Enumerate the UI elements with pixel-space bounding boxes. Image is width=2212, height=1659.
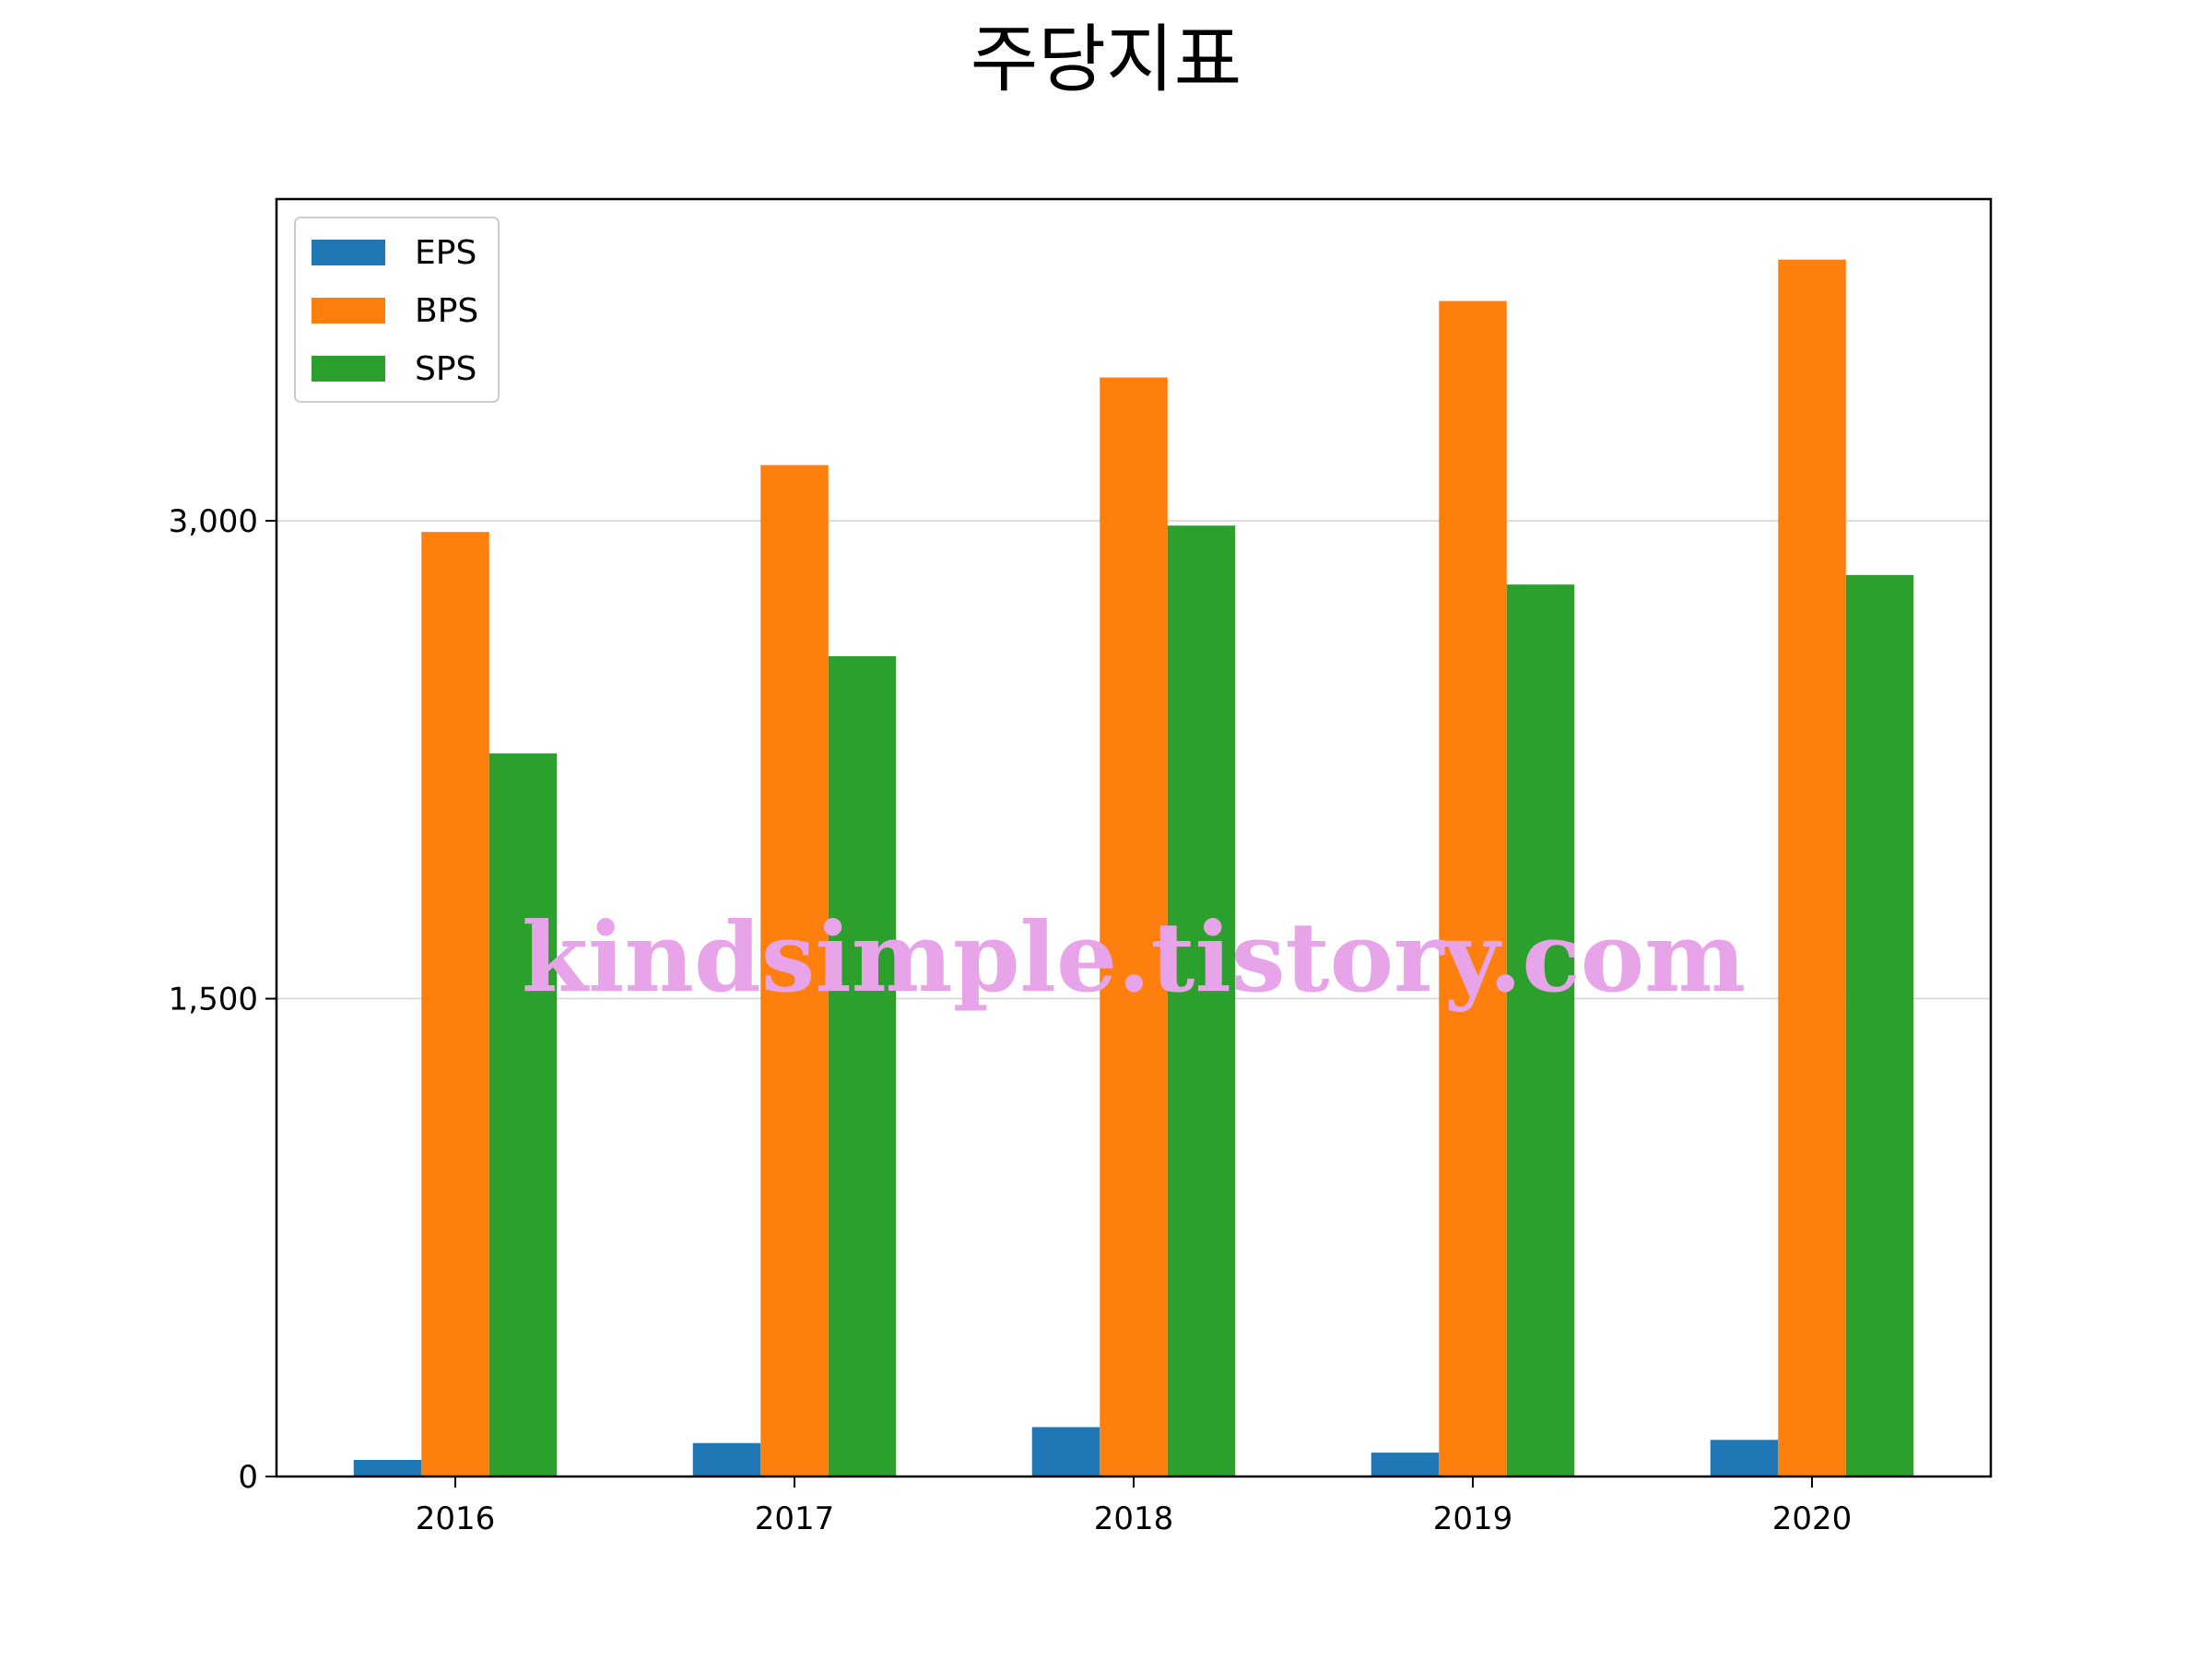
legend-swatch-bps	[312, 298, 385, 324]
bar-bps-2016	[421, 532, 489, 1477]
x-tick-label-2017: 2017	[755, 1500, 835, 1537]
legend-swatch-sps	[312, 356, 385, 382]
bar-sps-2018	[1167, 525, 1236, 1477]
bar-eps-2019	[1371, 1453, 1440, 1477]
bar-eps-2017	[692, 1442, 761, 1477]
y-tick-label: 1,500	[169, 982, 258, 1018]
legend-label-eps: EPS	[415, 234, 477, 272]
bar-bps-2018	[1100, 377, 1168, 1477]
bar-bps-2017	[760, 465, 829, 1477]
x-tick-label-2020: 2020	[1772, 1500, 1853, 1537]
bar-bps-2020	[1778, 259, 1846, 1477]
legend-label-sps: SPS	[415, 350, 477, 388]
x-tick-label-2019: 2019	[1433, 1500, 1513, 1537]
bar-sps-2017	[828, 655, 897, 1477]
legend: EPS BPS SPS	[294, 217, 500, 403]
y-tick-label: 0	[238, 1459, 258, 1496]
x-tick-label-2018: 2018	[1094, 1500, 1174, 1537]
bar-eps-2018	[1031, 1427, 1100, 1477]
bars	[353, 259, 1914, 1477]
bar-eps-2020	[1710, 1440, 1779, 1477]
legend-label-bps: BPS	[415, 292, 478, 330]
x-tick-label-2016: 2016	[416, 1500, 496, 1537]
bar-sps-2020	[1845, 574, 1914, 1477]
bar-sps-2019	[1506, 584, 1575, 1477]
watermark-text: kindsimple.tistory.com	[522, 900, 1746, 1014]
axes: 0 1,500 3,000 2016 2017 2018 2019 2020	[169, 503, 1853, 1537]
legend-swatch-eps	[312, 240, 385, 265]
bar-sps-2016	[488, 753, 558, 1477]
chart-title: 주당지표	[971, 17, 1241, 102]
bar-bps-2019	[1439, 300, 1507, 1477]
bar-eps-2016	[353, 1460, 422, 1477]
y-tick-label: 3,000	[169, 503, 258, 540]
